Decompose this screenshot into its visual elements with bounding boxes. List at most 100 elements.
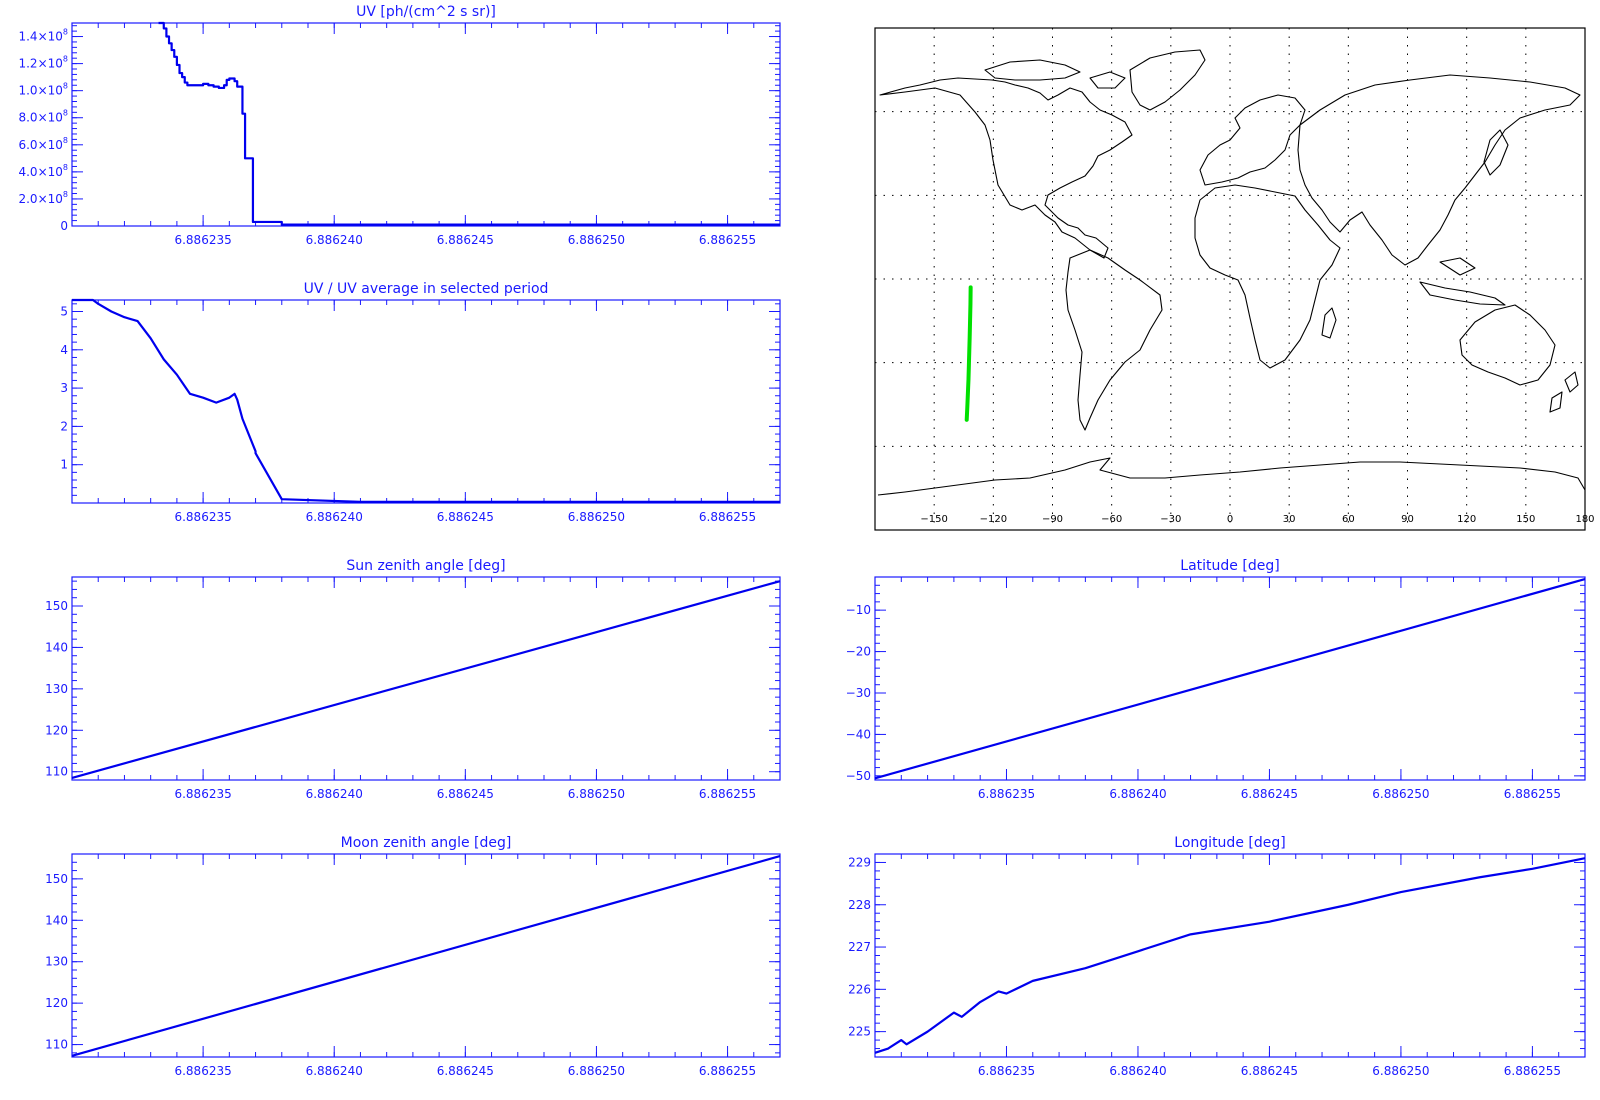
y-tick-label: 225 — [848, 1025, 871, 1039]
y-tick-label-base: 4.0×10 — [18, 165, 62, 179]
map-longitude-label: 90 — [1401, 514, 1414, 525]
x-tick-label: 6.886255 — [699, 510, 756, 524]
japan-outline — [1483, 129, 1509, 176]
plot-frame — [874, 853, 1586, 1058]
x-tick-label: 6.886240 — [1109, 1064, 1166, 1078]
chart-title: UV / UV average in selected period — [304, 281, 549, 297]
series-line — [71, 855, 781, 1057]
x-tick-label: 6.886250 — [568, 787, 625, 801]
y-tick-label: 8.0×108 — [18, 109, 68, 125]
madagascar-outline — [1321, 307, 1337, 339]
y-tick-label: 0 — [60, 219, 68, 233]
y-tick-label-exponent: 8 — [63, 163, 68, 172]
y-tick-label: 140 — [45, 913, 68, 927]
map-longitude-label: 60 — [1342, 514, 1355, 525]
y-tick-label-exponent: 8 — [63, 28, 68, 37]
y-tick-label: 110 — [45, 1038, 68, 1052]
africa-outline — [1194, 184, 1341, 369]
y-tick-label-exponent: 8 — [63, 82, 68, 91]
world-coastline-icon — [877, 49, 1586, 496]
y-tick-label: −20 — [846, 645, 871, 659]
map-grid — [875, 28, 1585, 530]
indonesia-outline — [1419, 257, 1506, 306]
y-tick-label: −30 — [846, 686, 871, 700]
longitude-panel: Longitude [deg] 6.886235 6.886240 6.886245 6… — [848, 835, 1586, 1078]
series-line — [874, 857, 1586, 1054]
y-tick-label-exponent: 8 — [63, 190, 68, 199]
antarctica-outline — [877, 457, 1586, 496]
uv-panel: UV [ph/(cm^2 s sr)] 6.886235 6.886240 6.886… — [18, 4, 781, 247]
x-tick-label: 6.886250 — [1372, 787, 1429, 801]
y-tick-label: 1.0×108 — [18, 82, 68, 98]
satellite-track — [964, 285, 973, 422]
series-line — [874, 578, 1586, 780]
latitude-panel: Latitude [deg] 6.886235 6.886240 6.886245 6.… — [846, 558, 1586, 801]
y-tick-label: 140 — [45, 640, 68, 654]
y-tick-label-base: 6.0×10 — [18, 138, 62, 152]
new-zealand-outline — [1549, 371, 1579, 413]
map-longitude-label: 30 — [1283, 514, 1296, 525]
y-tick-label: 228 — [848, 898, 871, 912]
map-longitude-label: 180 — [1575, 514, 1594, 525]
y-tick-label-base: 2.0×10 — [18, 192, 62, 206]
map-longitude-label: 150 — [1516, 514, 1535, 525]
chart-title: Sun zenith angle [deg] — [346, 558, 505, 574]
y-tick-label-base: 1.4×10 — [18, 30, 62, 44]
chart-title: UV [ph/(cm^2 s sr)] — [356, 4, 496, 20]
greenland-outline — [1129, 49, 1206, 111]
plot-frame — [874, 576, 1586, 781]
map-longitude-label: −60 — [1101, 514, 1122, 525]
y-tick-label: 150 — [45, 599, 68, 613]
x-tick-label: 6.886245 — [437, 510, 494, 524]
y-tick-label: 2.0×108 — [18, 190, 68, 206]
series-line — [71, 580, 781, 779]
arctic-islands-outline — [984, 59, 1126, 89]
map-longitude-label: −90 — [1042, 514, 1063, 525]
x-tick-label: 6.886235 — [174, 787, 231, 801]
y-tick-label: 120 — [45, 996, 68, 1010]
y-tick-label: 4.0×108 — [18, 163, 68, 179]
south-america-outline — [1065, 249, 1163, 431]
x-tick-label: 6.886255 — [1504, 787, 1561, 801]
x-tick-label: 6.886240 — [306, 787, 363, 801]
y-tick-label-exponent: 8 — [63, 136, 68, 145]
y-tick-label: 5 — [60, 304, 68, 318]
series-line — [158, 21, 780, 226]
x-tick-label: 6.886235 — [174, 510, 231, 524]
x-tick-label: 6.886250 — [1372, 1064, 1429, 1078]
x-tick-label: 6.886255 — [699, 1064, 756, 1078]
uv-ratio-panel: UV / UV average in selected period 6.8862… — [60, 281, 781, 524]
x-tick-label: 6.886255 — [699, 233, 756, 247]
y-tick-label: 6.0×108 — [18, 136, 68, 152]
y-tick-label: 120 — [45, 723, 68, 737]
y-tick-label-exponent: 8 — [63, 55, 68, 64]
x-tick-label: 6.886250 — [568, 510, 625, 524]
map-longitude-label: 120 — [1457, 514, 1476, 525]
x-tick-label: 6.886235 — [978, 1064, 1035, 1078]
chart-title: Moon zenith angle [deg] — [341, 835, 512, 851]
y-tick-label: −10 — [846, 603, 871, 617]
series-line — [72, 298, 780, 503]
x-tick-label: 6.886245 — [437, 233, 494, 247]
x-tick-label: 6.886245 — [1241, 1064, 1298, 1078]
moon-zenith-panel: Moon zenith angle [deg] 6.886235 6.886240 6… — [45, 835, 781, 1078]
x-tick-label: 6.886235 — [978, 787, 1035, 801]
chart-title: Latitude [deg] — [1180, 558, 1279, 574]
y-tick-label: 1 — [60, 458, 68, 472]
y-tick-label: 130 — [45, 682, 68, 696]
australia-outline — [1459, 304, 1556, 386]
plot-frame — [71, 299, 781, 504]
y-tick-label: 150 — [45, 872, 68, 886]
plot-frame — [71, 576, 781, 781]
chart-title: Longitude [deg] — [1174, 835, 1285, 851]
sun-zenith-panel: Sun zenith angle [deg] 6.886235 6.886240 6.… — [45, 558, 781, 801]
y-tick-label-base: 8.0×10 — [18, 111, 62, 125]
y-tick-label: 4 — [60, 343, 68, 357]
y-tick-label: 130 — [45, 955, 68, 969]
y-tick-label: 3 — [60, 381, 68, 395]
map-longitude-label: −120 — [980, 514, 1007, 525]
y-tick-label: 110 — [45, 765, 68, 779]
y-tick-label: 226 — [848, 982, 871, 996]
y-tick-label: 1.2×108 — [18, 55, 68, 71]
